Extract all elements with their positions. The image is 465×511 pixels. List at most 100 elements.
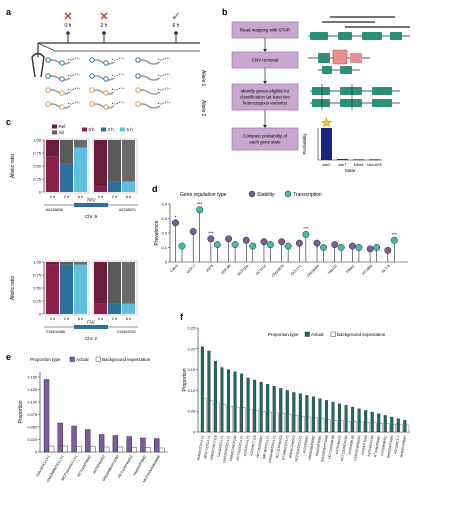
point-stability bbox=[242, 236, 250, 244]
chromosome-label: Chr. 9 bbox=[85, 214, 98, 219]
gene-frame bbox=[92, 138, 138, 194]
bar-actual bbox=[207, 350, 211, 433]
bar-background bbox=[360, 421, 364, 433]
x-tick-label: HT1080/PBMC bbox=[373, 434, 381, 457]
legend-swatch-ref bbox=[52, 124, 57, 129]
panel-e: e Proportion type Actual Background expect… bbox=[6, 352, 168, 483]
point-transcription bbox=[302, 231, 310, 238]
point-transcription bbox=[390, 236, 398, 244]
decay-trace bbox=[111, 101, 125, 105]
significance-mark: *** bbox=[303, 226, 309, 231]
workflow-step-text: heterozygous variants) bbox=[243, 101, 288, 106]
bar-background bbox=[48, 445, 55, 453]
bar-background bbox=[103, 446, 110, 453]
point-stability bbox=[278, 238, 286, 246]
decay-trace bbox=[67, 57, 81, 61]
transcript-dot bbox=[135, 57, 141, 63]
bar-sdbs bbox=[321, 128, 332, 160]
point-transcription bbox=[249, 242, 257, 250]
bar-sdbt bbox=[337, 159, 348, 160]
legend-swatch-stability bbox=[248, 190, 256, 198]
bar-background bbox=[236, 406, 240, 433]
y-tick-label: 0 bbox=[193, 431, 195, 435]
ref-segment bbox=[46, 262, 59, 265]
y-tick-label: 0.50 bbox=[33, 286, 42, 291]
x-tick-label: HT1080/OCI-LY1 bbox=[281, 435, 289, 461]
panel-c-letter: c bbox=[6, 117, 11, 127]
y-tick-label: 0.2 bbox=[161, 231, 167, 236]
x-tick-label: 0 h bbox=[50, 317, 55, 321]
ref-segment bbox=[46, 140, 59, 157]
probability-chart: Probability State sdbS sdbT Mixed Non-ASE ★ bbox=[302, 115, 383, 173]
decay-trace bbox=[157, 57, 171, 61]
point-transcription bbox=[355, 244, 363, 251]
legend-swatch-t6 bbox=[120, 127, 125, 132]
legend-label-transcription: Transcription bbox=[293, 192, 322, 198]
bar-actual bbox=[370, 411, 374, 433]
bar-actual bbox=[351, 406, 355, 433]
legend-title: Proportion type bbox=[268, 332, 299, 337]
bar-background bbox=[76, 446, 82, 453]
timepoint-dot bbox=[102, 31, 106, 35]
x-tick-label: HMVEC/PBMC bbox=[399, 434, 407, 457]
bar-actual bbox=[298, 393, 302, 433]
bar-background bbox=[117, 446, 124, 453]
x-tick-label: A375/HCT116 bbox=[249, 435, 257, 456]
timepoint-label: 6 h bbox=[173, 23, 180, 29]
allelic-ratio-bottom: 1.00 0.75 0.50 0.25 0 Allelic ratio 0 h 2 h 6 h 0… bbox=[10, 260, 138, 341]
bar-actual bbox=[240, 373, 244, 433]
x-tick-label: HT1080 bbox=[361, 264, 373, 276]
x-tick-label: A375/HepG2 bbox=[92, 455, 106, 475]
transcript-dot bbox=[45, 101, 51, 107]
ref-segment bbox=[74, 262, 87, 265]
point-transcription bbox=[320, 244, 327, 251]
bar-background bbox=[347, 421, 351, 433]
proportion-chart-f: Proportion type Actual Background expectat… bbox=[182, 327, 410, 463]
y-tick-label: 0.15 bbox=[188, 368, 195, 372]
x-tick-label: IMR-90/OCI-LY1 bbox=[262, 435, 270, 460]
x-tick-label: GM12878 bbox=[271, 264, 285, 278]
y-tick-label: 0.05 bbox=[188, 410, 195, 414]
bar-actual bbox=[200, 346, 204, 433]
x-tick-label: HCT116 bbox=[255, 264, 267, 276]
transcript-dot bbox=[103, 104, 109, 110]
transcript-dot bbox=[103, 76, 109, 82]
y-tick-label: 0.1 bbox=[161, 245, 167, 250]
clamp-icon bbox=[31, 52, 45, 78]
allelic-ratio-top: 1.00 0.75 0.50 0.25 0 Allelic ratio 0 h 2 h 6 h 0… bbox=[10, 138, 138, 219]
y-tick-label: 0 bbox=[165, 260, 168, 265]
bar-actual bbox=[226, 369, 231, 433]
bar-actual bbox=[154, 438, 160, 453]
point-transcription bbox=[373, 244, 381, 251]
x-tick-label: HepG2 bbox=[327, 264, 338, 275]
bar-background bbox=[145, 447, 151, 453]
bar-actual bbox=[85, 429, 91, 453]
bar-actual bbox=[126, 436, 132, 453]
y-tick-label: 0.75 bbox=[33, 273, 42, 278]
timepoints: 0 h✕2 h✕6 h✓ bbox=[63, 11, 181, 43]
cnv-schematic bbox=[308, 49, 370, 74]
bar-actual bbox=[140, 437, 146, 453]
legend-label-t2: 2 h bbox=[108, 127, 115, 132]
branch-line bbox=[37, 42, 200, 52]
bar-actual bbox=[324, 400, 328, 433]
gene-frame bbox=[44, 260, 90, 316]
allele-2-label: Allele 2 bbox=[200, 100, 206, 117]
legend-label-alt: Alt bbox=[59, 130, 65, 135]
gene-name: FN1 bbox=[87, 320, 95, 325]
decay-trace bbox=[157, 73, 171, 77]
alt-segment bbox=[94, 186, 107, 192]
alt-segment bbox=[60, 264, 73, 314]
transcript-dot bbox=[89, 57, 95, 63]
y-tick-label: 0 bbox=[39, 312, 42, 317]
x-tick-label: GM18486 bbox=[306, 264, 320, 278]
bar-actual bbox=[112, 435, 119, 453]
point-stability bbox=[366, 245, 374, 253]
timepoint-dot bbox=[66, 31, 70, 35]
panel-d-letter: d bbox=[152, 184, 158, 194]
bar-actual bbox=[43, 379, 50, 453]
ref-segment bbox=[94, 140, 107, 187]
x-tick-label: PBMC bbox=[345, 264, 355, 274]
